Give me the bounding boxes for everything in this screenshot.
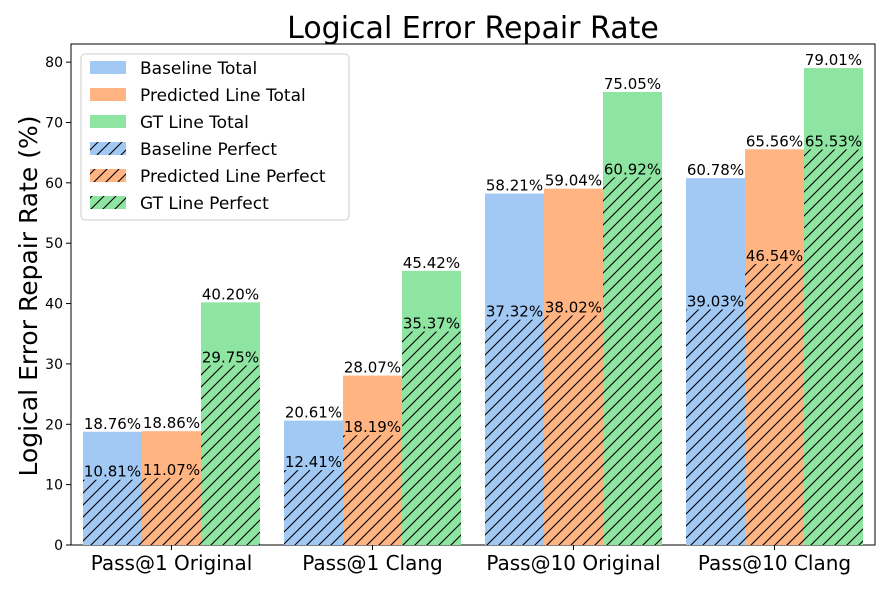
legend-swatch bbox=[90, 61, 126, 74]
legend-box bbox=[80, 53, 350, 221]
legend-entry: Predicted Line Total bbox=[140, 86, 306, 106]
data-label-perfect: 29.75% bbox=[202, 348, 259, 366]
bar-perfect-hatch bbox=[402, 331, 461, 545]
legend-entry: Baseline Perfect bbox=[140, 140, 277, 160]
y-tick-label: 50 bbox=[45, 236, 63, 252]
y-axis-label: Logical Error Repair Rate (%) bbox=[14, 116, 43, 477]
bar-perfect-hatch bbox=[686, 309, 745, 545]
legend-swatch bbox=[90, 115, 126, 128]
y-tick-label: 70 bbox=[45, 115, 63, 131]
bar-perfect-hatch bbox=[745, 264, 804, 545]
data-label-perfect: 12.41% bbox=[285, 453, 342, 471]
bar-perfect-hatch bbox=[201, 365, 260, 545]
legend-entry: Baseline Total bbox=[140, 59, 257, 79]
data-label-perfect: 38.02% bbox=[545, 299, 602, 317]
bar-perfect-hatch bbox=[343, 435, 402, 545]
data-label-perfect: 39.03% bbox=[687, 292, 744, 310]
data-label-total: 18.86% bbox=[143, 414, 200, 432]
y-tick-label: 80 bbox=[45, 55, 63, 71]
legend-entry: GT Line Total bbox=[140, 113, 249, 133]
data-label-total: 28.07% bbox=[344, 359, 401, 377]
legend-swatch-hatch bbox=[90, 169, 126, 182]
bar-perfect-hatch bbox=[142, 478, 201, 545]
data-label-total: 79.01% bbox=[805, 51, 862, 69]
data-label-total: 59.04% bbox=[545, 172, 602, 190]
y-tick-label: 30 bbox=[45, 357, 63, 373]
y-tick-label: 40 bbox=[45, 297, 63, 313]
y-tick-label: 20 bbox=[45, 417, 63, 433]
data-label-perfect: 46.54% bbox=[746, 247, 803, 265]
plot-frame bbox=[70, 43, 876, 546]
data-label-perfect: 18.19% bbox=[344, 418, 401, 436]
x-tick-label: Pass@10 Original bbox=[486, 551, 660, 575]
bar-perfect-hatch bbox=[485, 319, 544, 545]
legend-swatch-hatch bbox=[90, 196, 126, 209]
y-tick-label: 60 bbox=[45, 176, 63, 192]
x-tick-label: Pass@1 Clang bbox=[302, 551, 443, 575]
data-label-total: 40.20% bbox=[202, 285, 259, 303]
bar-perfect-hatch bbox=[83, 479, 142, 545]
bar-perfect-hatch bbox=[544, 315, 603, 545]
data-label-total: 18.76% bbox=[84, 415, 141, 433]
chart-title: Logical Error Repair Rate bbox=[287, 11, 659, 46]
y-tick-label: 0 bbox=[54, 538, 63, 554]
data-label-perfect: 11.07% bbox=[143, 461, 200, 479]
legend-swatch bbox=[90, 88, 126, 101]
data-label-perfect: 60.92% bbox=[604, 160, 661, 178]
bar-perfect-hatch bbox=[804, 149, 863, 545]
legend-entry: Predicted Line Perfect bbox=[140, 167, 326, 187]
legend: Baseline Total Predicted Line Total GT Lin… bbox=[80, 53, 350, 221]
data-label-total: 45.42% bbox=[403, 254, 460, 272]
legend-swatch-hatch bbox=[90, 142, 126, 155]
y-tick-label: 10 bbox=[45, 478, 63, 494]
x-tick-label: Pass@1 Original bbox=[91, 551, 253, 575]
data-label-total: 60.78% bbox=[687, 161, 744, 179]
x-tick-label: Pass@10 Clang bbox=[698, 551, 851, 575]
data-label-total: 20.61% bbox=[285, 404, 342, 422]
bar-perfect-hatch bbox=[603, 177, 662, 545]
legend-entry: GT Line Perfect bbox=[140, 194, 269, 214]
data-label-perfect: 35.37% bbox=[403, 315, 460, 333]
data-label-total: 58.21% bbox=[486, 177, 543, 195]
data-label-total: 65.56% bbox=[746, 132, 803, 150]
bar-perfect-hatch bbox=[284, 470, 343, 545]
data-label-perfect: 37.32% bbox=[486, 303, 543, 321]
data-label-total: 75.05% bbox=[604, 75, 661, 93]
data-label-perfect: 65.53% bbox=[805, 132, 862, 150]
data-label-perfect: 10.81% bbox=[84, 463, 141, 481]
